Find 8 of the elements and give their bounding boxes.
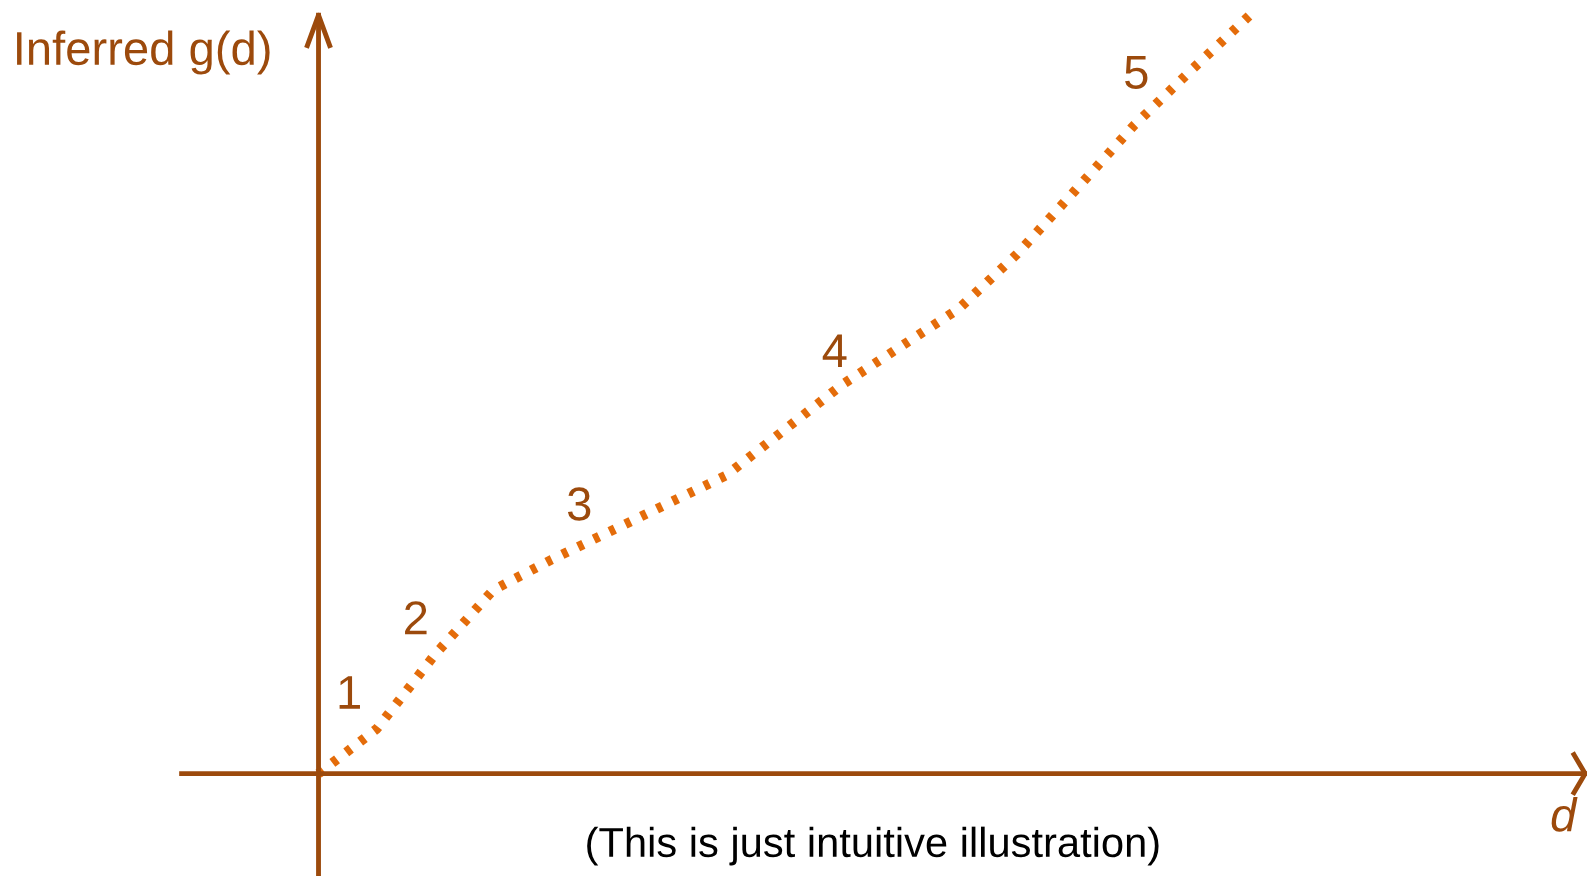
y-axis-title: Inferred g(d) [17, 30, 270, 75]
text: d [1551, 797, 1578, 832]
annotation: 1 [339, 676, 360, 709]
text: (This is just intuitive illustration) [587, 826, 1159, 866]
annotation: 2 [405, 601, 427, 635]
annotation: 4 [822, 334, 847, 367]
annotation: 3 [567, 487, 591, 521]
annotation: 5 [1125, 55, 1148, 89]
